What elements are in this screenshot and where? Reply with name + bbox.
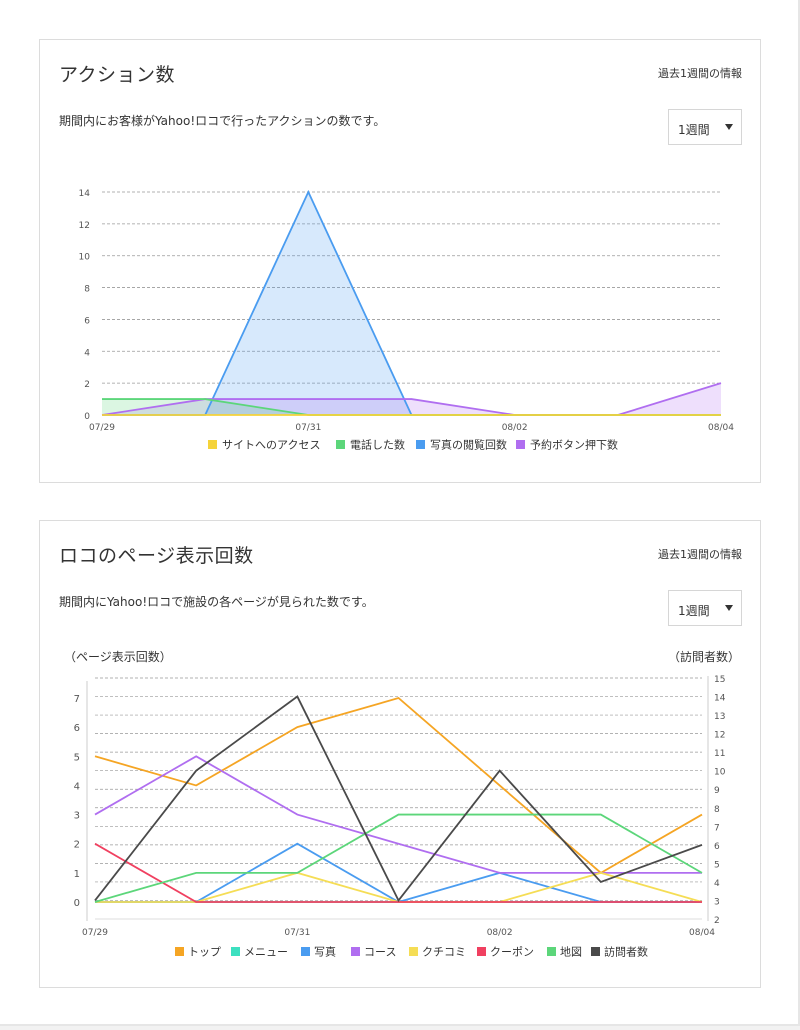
x-tick-label: 07/31	[295, 423, 321, 433]
action-count-chart: 0 2 4 6 8 10 12 14 07/29 07/31 08/02 08/04 サイトへのアクセス…	[79, 189, 735, 452]
left-axis-title: （ページ表示回数）	[64, 650, 172, 664]
series-2-line	[102, 189, 721, 416]
y-tick-label: 1	[74, 869, 80, 880]
y-tick-label: 2	[74, 840, 80, 851]
y-tick-label: 12	[79, 221, 90, 231]
legend-label: 電話した数	[350, 438, 405, 452]
y-tick-label: 6	[84, 316, 90, 326]
y2-tick-label: 10	[714, 768, 726, 778]
legend-label: クチコミ	[422, 946, 466, 959]
x-tick-label: 07/29	[89, 423, 115, 433]
x-tick-label: 08/02	[487, 928, 513, 938]
y-tick-label: 2	[84, 380, 90, 390]
x-tick-label: 07/29	[82, 928, 108, 938]
y2-tick-label: 2	[714, 916, 720, 926]
series-4-line	[95, 871, 703, 903]
page-views-card: ロコのページ表示回数 過去1週間の情報 期間内にYahoo!ロコで施設の各ページ…	[39, 520, 761, 988]
legend-label: クーポン	[490, 946, 534, 959]
y-tick-label: 14	[79, 189, 91, 199]
card-description: 期間内にお客様がYahoo!ロコで行ったアクションの数です。	[59, 114, 386, 128]
y-tick-label: 5	[74, 752, 80, 763]
legend-swatch	[477, 947, 486, 956]
legend-label: 訪問者数	[604, 945, 648, 959]
legend-swatch	[516, 440, 525, 449]
legend-swatch	[351, 947, 360, 956]
legend-label: コース	[364, 946, 396, 959]
legend-label: 写真	[314, 945, 336, 959]
series-6-line	[94, 813, 703, 903]
y2-tick-label: 11	[714, 749, 725, 759]
legend-swatch	[591, 947, 600, 956]
y-tick-label: 6	[74, 723, 80, 734]
legend-label: 写真の閲覧回数	[430, 438, 507, 452]
y2-tick-label: 4	[714, 879, 720, 889]
legend-swatch	[175, 947, 184, 956]
period-select-value: 1週間	[678, 123, 710, 137]
action-count-card: アクション数 過去1週間の情報 期間内にお客様がYahoo!ロコで行ったアクショ…	[39, 39, 761, 483]
legend-label: トップ	[188, 946, 221, 959]
card-title: アクション数	[59, 64, 176, 86]
y2-tick-label: 14	[714, 694, 726, 704]
card-description: 期間内にYahoo!ロコで施設の各ページが見られた数です。	[59, 595, 374, 609]
series-7-line	[94, 695, 703, 903]
y-tick-label: 0	[74, 898, 80, 909]
y-tick-label: 4	[84, 348, 90, 358]
legend-label: メニュー	[244, 946, 288, 959]
legend-swatch	[547, 947, 556, 956]
legend-swatch	[208, 440, 217, 449]
x-tick-label: 08/04	[708, 423, 734, 433]
y2-tick-label: 6	[714, 842, 720, 852]
period-select-value: 1週間	[678, 604, 710, 618]
y2-tick-label: 13	[714, 712, 725, 722]
y2-tick-label: 15	[714, 675, 725, 685]
period-select[interactable]: 1週間	[668, 109, 742, 145]
series-1-area	[102, 399, 721, 415]
y-tick-label: 10	[79, 253, 91, 263]
series-0-line	[94, 697, 703, 874]
y2-tick-label: 9	[714, 786, 720, 796]
x-tick-label: 07/31	[284, 928, 310, 938]
x-tick-label: 08/04	[689, 928, 715, 938]
legend-label: 予約ボタン押下数	[530, 438, 618, 452]
x-tick-label: 08/02	[502, 423, 528, 433]
y2-tick-label: 7	[714, 823, 720, 833]
caret-down-icon	[725, 605, 733, 611]
period-note: 過去1週間の情報	[658, 548, 742, 561]
y-tick-label: 0	[84, 412, 90, 422]
y2-tick-label: 8	[714, 805, 720, 815]
legend-swatch	[416, 440, 425, 449]
y-tick-label: 8	[84, 285, 90, 295]
y2-tick-label: 5	[714, 860, 720, 870]
series-2-area	[102, 192, 721, 415]
legend-label: 地図	[560, 946, 582, 959]
legend-swatch	[336, 440, 345, 449]
legend-swatch	[231, 947, 240, 956]
legend-swatch	[301, 947, 310, 956]
y2-tick-label: 12	[714, 731, 725, 741]
caret-down-icon	[725, 124, 733, 130]
y-tick-label: 3	[74, 811, 80, 822]
legend-swatch	[409, 947, 418, 956]
period-note: 過去1週間の情報	[658, 67, 742, 80]
period-select[interactable]: 1週間	[668, 590, 742, 626]
y2-tick-label: 3	[714, 897, 720, 907]
right-axis-title: （訪問者数）	[667, 650, 740, 664]
card-title: ロコのページ表示回数	[59, 545, 254, 567]
series-5-line	[94, 842, 702, 903]
y-tick-label: 4	[74, 781, 80, 792]
legend-label: サイトへのアクセス	[222, 439, 320, 452]
y-tick-label: 7	[74, 694, 80, 705]
